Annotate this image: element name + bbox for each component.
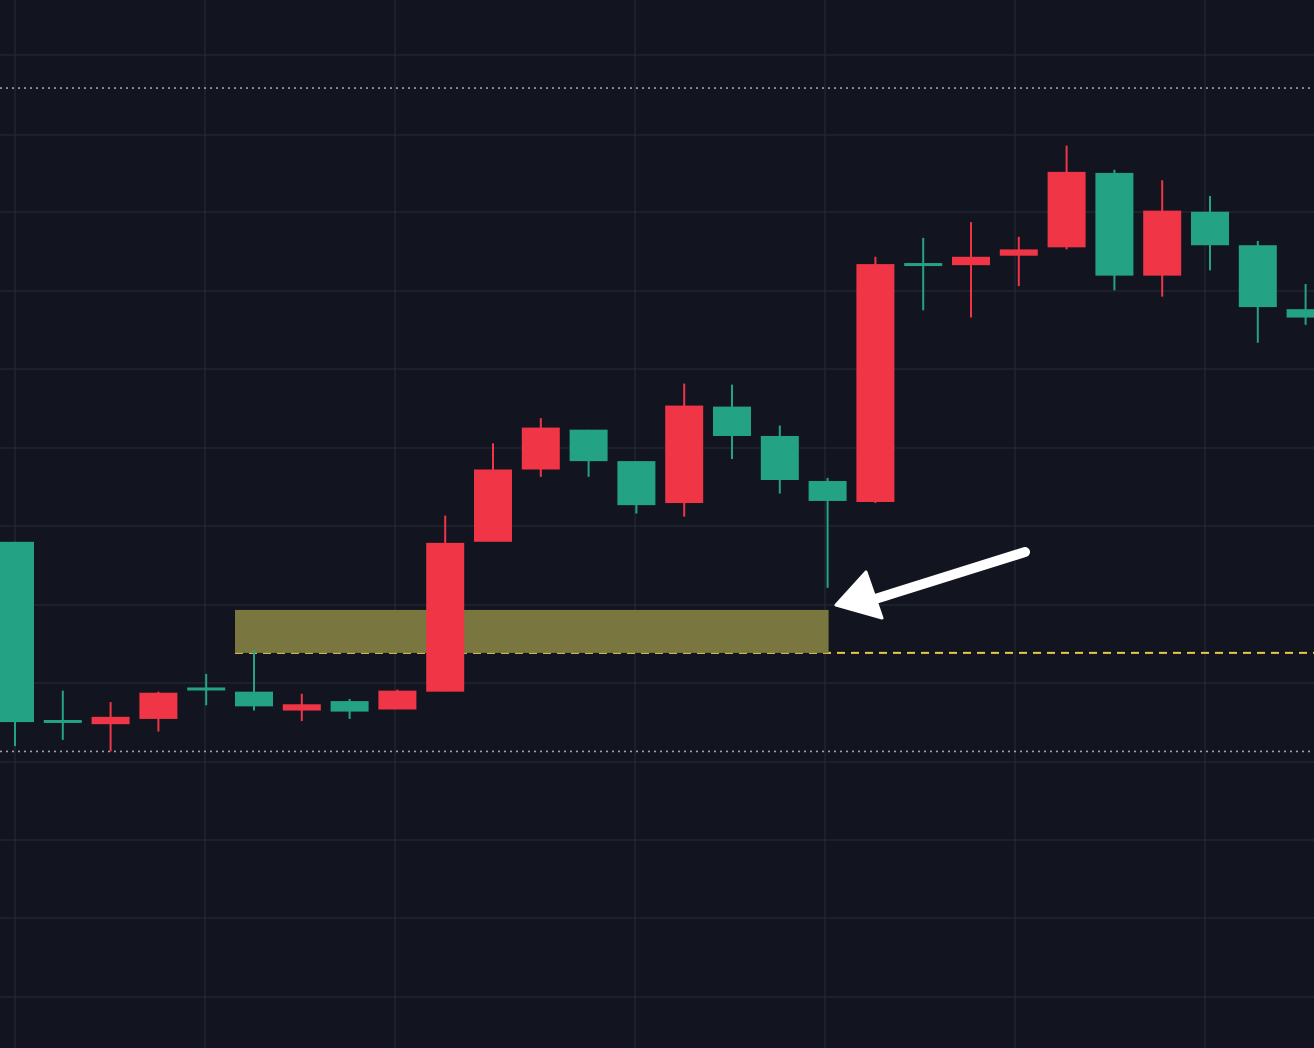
candle-body: [713, 406, 751, 436]
candle: [43, 690, 82, 740]
candle: [617, 461, 656, 514]
candle: [378, 689, 417, 710]
candle-body: [187, 687, 226, 691]
candle-body: [665, 405, 704, 504]
candle: [0, 541, 34, 747]
candle: [713, 384, 751, 460]
candle-body: [1238, 245, 1277, 308]
arrow-head: [834, 570, 884, 620]
candle: [808, 477, 847, 588]
candle-body: [1286, 309, 1314, 318]
candles: [0, 145, 1314, 752]
candle-body: [999, 249, 1038, 256]
candle: [282, 693, 321, 722]
candle: [187, 673, 226, 706]
candle: [1095, 169, 1134, 291]
candle-body: [904, 263, 943, 267]
highlight-zone-layer: [235, 609, 829, 653]
candle-body: [569, 429, 608, 462]
annotation-layer: [834, 547, 1030, 620]
candle-body: [282, 704, 321, 711]
candle: [330, 699, 369, 719]
candle: [426, 515, 465, 692]
candle-body: [0, 541, 34, 723]
candle-body: [330, 701, 369, 712]
candle-body: [139, 692, 178, 719]
candle-body: [1095, 172, 1134, 276]
candle: [856, 256, 895, 504]
candle-body: [1143, 210, 1182, 276]
candle: [521, 418, 560, 477]
candle: [235, 649, 273, 711]
candle-body: [235, 691, 273, 707]
candle-body: [474, 469, 512, 542]
candle: [1143, 180, 1182, 297]
candle-body: [856, 264, 895, 502]
candle: [139, 691, 178, 732]
candle-body: [426, 542, 465, 692]
candle-body: [808, 481, 847, 501]
candle-body: [1191, 211, 1229, 246]
candle-body: [43, 719, 82, 723]
pointer-arrow: [834, 547, 1030, 620]
candle: [91, 702, 130, 752]
candle: [1047, 145, 1086, 250]
candle: [760, 425, 799, 494]
candle: [569, 429, 608, 477]
candle-body: [617, 461, 656, 506]
candle: [1191, 195, 1229, 271]
candle: [952, 222, 990, 318]
candle-body: [378, 690, 417, 710]
highlight-zone: [235, 609, 829, 653]
candle: [474, 443, 512, 542]
candle-body: [760, 435, 799, 480]
candle-body: [91, 716, 130, 725]
candle: [904, 237, 943, 311]
candle: [1238, 241, 1277, 343]
candle-body: [1047, 171, 1086, 248]
candle-body: [952, 256, 990, 266]
candle: [665, 383, 704, 517]
candle: [999, 236, 1038, 287]
candle: [1286, 284, 1314, 325]
arrow-shaft: [867, 547, 1030, 605]
candle-body: [521, 427, 560, 470]
